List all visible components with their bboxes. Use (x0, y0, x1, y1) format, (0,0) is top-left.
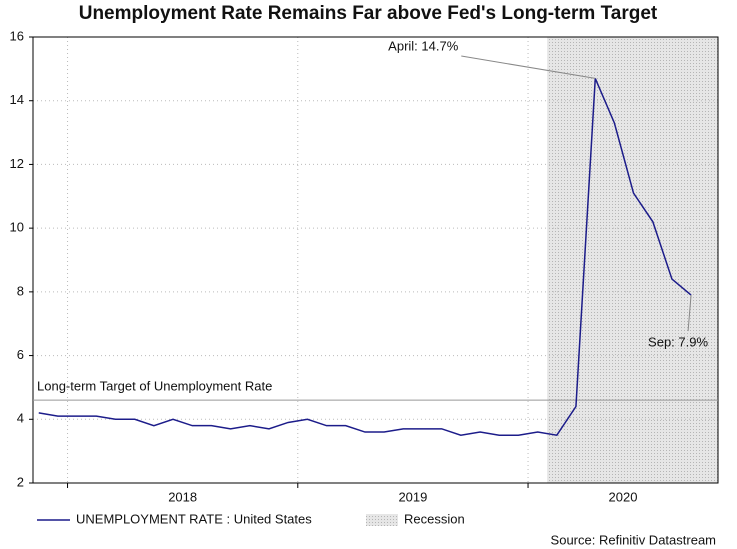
series-line (38, 78, 692, 437)
chart-title: Unemployment Rate Remains Far above Fed'… (79, 3, 658, 24)
x-tick-label: 2018 (168, 489, 197, 504)
legend-label: UNEMPLOYMENT RATE : United States (76, 511, 312, 526)
annotation-line (687, 295, 692, 332)
x-tick-label: 2019 (398, 489, 427, 504)
plot-frame (32, 36, 719, 484)
source: Source: Refinitiv Datastream (551, 532, 716, 547)
legend-label: Recession (404, 511, 465, 526)
y-tick-label: 10 (10, 220, 24, 235)
annotation: April: 14.7% (388, 38, 459, 53)
y-tick-label: 12 (10, 156, 24, 171)
y-tick-label: 4 (17, 411, 24, 426)
annotation-line (461, 55, 596, 79)
y-tick-label: 14 (10, 92, 24, 107)
y-tick-label: 6 (17, 347, 24, 362)
legend-swatch (366, 514, 398, 526)
annotation: Sep: 7.9% (648, 334, 708, 349)
target-label: Long-term Target of Unemployment Rate (37, 379, 272, 394)
recession-band (547, 37, 718, 483)
x-tick-label: 2020 (609, 489, 638, 504)
y-tick-label: 2 (17, 474, 24, 489)
y-tick-label: 8 (17, 283, 24, 298)
y-tick-label: 16 (10, 28, 24, 43)
